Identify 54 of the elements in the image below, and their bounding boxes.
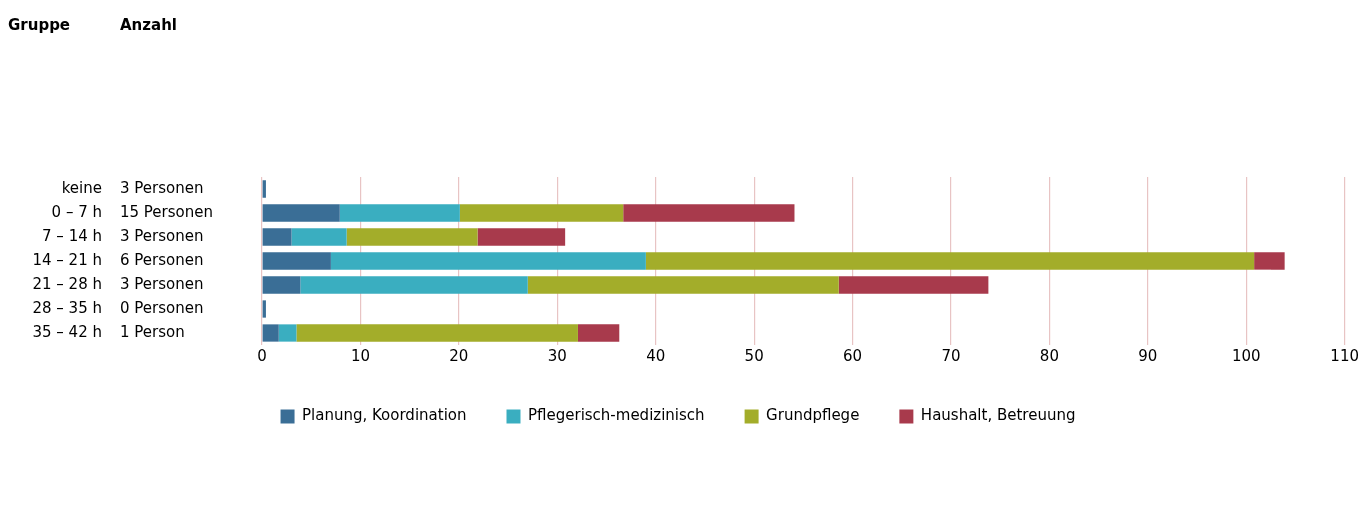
text: 3 Personen [120,178,204,197]
y-tick-label: keine [61,178,102,197]
y-tick-label: 0 – 7 h [51,202,102,221]
bar [291,228,347,246]
bar [262,228,292,246]
x-tick-label: 60 [843,346,863,365]
x-tick-label: 90 [1138,346,1158,365]
bar [330,252,646,270]
legend-label: Planung, Koordination [302,406,467,425]
bar [262,276,301,294]
bar [296,324,578,342]
text: 0 Personen [120,298,204,317]
bar [262,252,331,270]
bar [278,324,297,342]
bar [838,276,989,294]
bar [1254,252,1285,270]
legend-label: Pflegerisch-medizinisch [528,406,705,425]
legend-label: Haushalt, Betreuung [920,406,1076,425]
bar [459,204,624,222]
x-tick-label: 30 [547,346,567,365]
bar [623,204,795,222]
bar [577,324,620,342]
bar [300,276,528,294]
x-tick-label: 40 [646,346,666,365]
text: 1 Person [120,322,185,341]
bar [477,228,566,246]
y-tick-label: 7 – 14 h [42,226,102,245]
text: Gruppe [8,15,71,34]
text: Anzahl [120,15,177,34]
bar [645,252,1255,270]
text: 6 Personen [120,250,204,269]
text: 3 Personen [120,274,204,293]
x-tick-label: 20 [449,346,469,365]
y-tick-label: 35 – 42 h [32,322,102,341]
bar [527,276,839,294]
y-tick-label: 28 – 35 h [32,298,102,317]
x-tick-label: 70 [941,346,961,365]
legend-label: Grundpflege [766,406,860,425]
text: 3 Personen [120,226,204,245]
x-tick-label: 50 [744,346,764,365]
x-tick-label: 110 [1330,346,1360,365]
x-tick-label: 10 [350,346,370,365]
bar [339,204,460,222]
x-tick-label: 80 [1039,346,1059,365]
bar [346,228,478,246]
bar [262,204,340,222]
bar [262,324,279,342]
bar [262,180,266,198]
bar [262,300,266,318]
x-tick-label: 0 [257,346,267,365]
x-tick-label: 100 [1231,346,1261,365]
y-tick-label: 21 – 28 h [32,274,102,293]
text: 15 Personen [120,202,213,221]
y-tick-label: 14 – 21 h [32,250,102,269]
